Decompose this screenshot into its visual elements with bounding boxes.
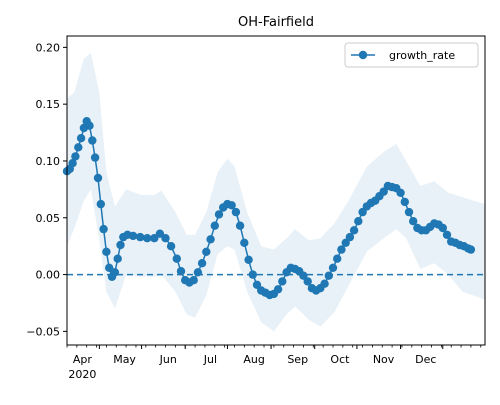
data-point [155, 229, 165, 238]
data-point [438, 223, 447, 233]
legend-label: growth_rate [389, 49, 455, 62]
data-point [99, 224, 108, 234]
x-tick-label: May [113, 353, 136, 366]
data-point [150, 234, 159, 243]
data-point [161, 234, 170, 243]
data-point [299, 271, 308, 280]
data-point [328, 263, 338, 272]
x-tick-label: Jul [203, 353, 217, 366]
data-point [143, 234, 152, 243]
data-point [102, 247, 111, 256]
confidence-band [67, 53, 485, 332]
legend-marker [358, 50, 368, 60]
data-point [206, 235, 215, 244]
data-point [400, 197, 409, 207]
data-point [197, 259, 207, 268]
x-tick-label: Nov [373, 353, 395, 366]
x-tick-label: Oct [330, 353, 350, 366]
data-point [166, 242, 176, 251]
data-point [466, 245, 476, 254]
x-tick-label: Aug [243, 353, 264, 366]
data-point [303, 277, 312, 286]
data-point [354, 217, 363, 226]
data-point [240, 238, 249, 247]
data-point [248, 270, 257, 279]
legend: growth_rate [344, 42, 479, 68]
data-point [93, 173, 103, 183]
data-point [409, 217, 418, 226]
data-point [320, 279, 329, 288]
data-point [278, 277, 287, 286]
data-point [193, 268, 203, 277]
data-point [324, 271, 333, 280]
data-point [96, 199, 106, 209]
data-point [74, 143, 83, 152]
confidence-band-layer [67, 53, 485, 332]
series-layer [62, 117, 476, 300]
chart-title: OH-Fairfield [238, 15, 314, 30]
data-point [105, 263, 114, 272]
data-point [116, 240, 125, 250]
data-point [71, 152, 80, 161]
x-tick-label: Sep [287, 353, 308, 366]
data-point [76, 134, 86, 143]
data-point [349, 226, 359, 235]
data-point [136, 232, 145, 242]
data-point [442, 230, 452, 239]
data-point [337, 245, 346, 254]
x-tick-label: Jun [159, 353, 177, 366]
plot-frame [66, 35, 486, 346]
data-point [244, 255, 253, 264]
x-tick-label: Dec [415, 353, 436, 366]
data-point [172, 254, 181, 263]
data-point [88, 136, 97, 145]
data-point [210, 221, 219, 230]
data-point [404, 207, 414, 217]
axes-layer: −0.05 0.00 0.05 0.10 0.15 0.20 Apr 2020 May Jun Ju… [26, 35, 486, 381]
data-point [85, 121, 94, 130]
data-point [189, 276, 198, 285]
data-point [333, 254, 342, 263]
legend-box [344, 42, 479, 68]
y-tick-label: 0.20 [36, 41, 61, 54]
data-point [90, 153, 100, 162]
x-tick-year-label: 2020 [68, 368, 96, 381]
data-point [113, 254, 122, 263]
data-point [214, 210, 224, 219]
data-point [273, 285, 283, 294]
y-tick-label: 0.05 [36, 212, 61, 225]
x-tick-label: Apr [73, 353, 93, 366]
data-point [231, 207, 241, 217]
data-point [176, 267, 186, 276]
y-tick-label: 0.10 [36, 155, 61, 168]
y-tick-label: 0.15 [36, 98, 61, 111]
data-point [202, 247, 211, 256]
y-tick-label: 0.00 [36, 269, 61, 282]
data-point [345, 232, 355, 242]
data-point [110, 268, 120, 277]
data-point [128, 231, 138, 241]
y-tick-label: −0.05 [26, 325, 60, 338]
data-point [227, 201, 236, 210]
data-point [68, 159, 77, 168]
data-point [396, 188, 405, 197]
data-point [235, 221, 245, 230]
